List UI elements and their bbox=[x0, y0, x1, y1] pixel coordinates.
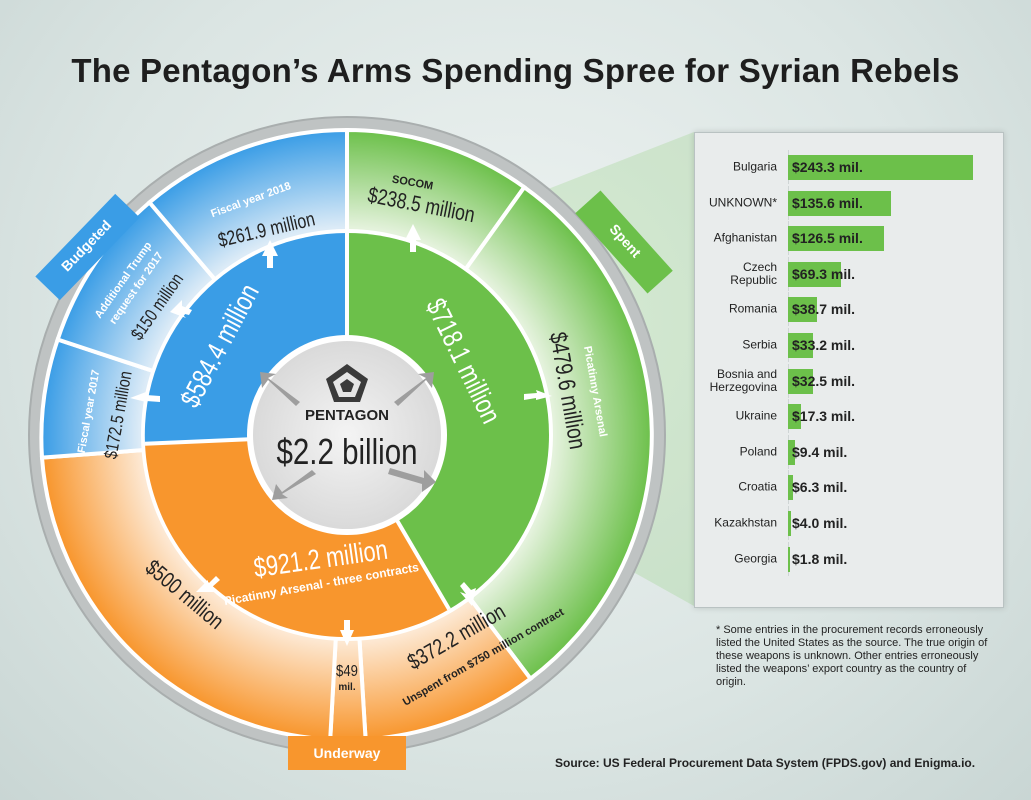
country-label-line: Croatia bbox=[738, 479, 777, 494]
country-value: $38.7 mil. bbox=[792, 301, 856, 318]
country-value: $126.5 mil. bbox=[792, 230, 863, 247]
country-row: Bosnia and Herzegovina $32.5 mil. bbox=[695, 363, 1003, 398]
country-bar bbox=[788, 511, 792, 536]
country-label-line: Ukraine bbox=[735, 408, 777, 423]
country-row: Serbia $33.2 mil. bbox=[695, 328, 1003, 362]
country-bar bbox=[788, 297, 818, 323]
country-label-line: Republic bbox=[730, 272, 777, 287]
country-bar bbox=[788, 368, 813, 394]
country-row: Czech Republic $69.3 mil. bbox=[695, 256, 1003, 291]
country-label: Serbia bbox=[695, 337, 777, 352]
pentagon-icon bbox=[326, 364, 368, 402]
u49-value: $49 bbox=[336, 663, 358, 680]
country-value: $135.6 mil. bbox=[792, 194, 863, 211]
underway-tag-label: Underway bbox=[313, 745, 381, 761]
country-label-line: UNKNOWN* bbox=[709, 195, 777, 210]
country-label-line: Romania bbox=[728, 301, 777, 316]
country-value: $33.2 mil. bbox=[792, 337, 856, 353]
country-label-line: Kazakhstan bbox=[714, 515, 777, 530]
country-bar bbox=[788, 226, 885, 252]
country-label: Croatia bbox=[695, 479, 777, 494]
country-row: UNKNOWN* $135.6 mil. bbox=[695, 185, 1003, 220]
country-bar bbox=[788, 333, 814, 358]
country-bar bbox=[788, 155, 973, 180]
country-label: Poland bbox=[695, 445, 777, 458]
center-total: $2.2 billion bbox=[276, 431, 417, 471]
country-value: $32.5 mil. bbox=[792, 372, 856, 389]
footnote: * Some entries in the procurement record… bbox=[716, 624, 988, 688]
country-row: Bulgaria $243.3 mil. bbox=[695, 150, 1003, 184]
country-row: Romania $38.7 mil. bbox=[695, 292, 1003, 327]
country-label-line: Herzegovina bbox=[709, 379, 777, 394]
country-label: Ukraine bbox=[695, 408, 777, 423]
country-value: $4.0 mil. bbox=[792, 515, 848, 531]
country-row: Ukraine $17.3 mil. bbox=[695, 399, 1003, 434]
country-bar bbox=[788, 439, 796, 465]
country-value: $1.8 mil. bbox=[792, 550, 848, 567]
country-label-line: Bulgaria bbox=[732, 159, 777, 174]
country-label-line: Bosnia and bbox=[716, 366, 777, 381]
country-label-line: Afghanistan bbox=[713, 230, 777, 245]
country-value: $243.3 mil. bbox=[792, 159, 863, 175]
country-label: Czech Republic bbox=[695, 259, 777, 287]
country-value: $9.4 mil. bbox=[792, 443, 848, 460]
country-label-line: Czech bbox=[742, 259, 777, 274]
country-bar bbox=[788, 546, 790, 572]
country-label: Georgia bbox=[695, 552, 777, 565]
country-row: Poland $9.4 mil. bbox=[695, 434, 1003, 469]
country-value: $6.3 mil. bbox=[792, 479, 848, 496]
u49-unit: mil. bbox=[338, 682, 355, 693]
segment-arrows bbox=[130, 224, 552, 646]
country-panel: Bulgaria $243.3 mil. UNKNOWN* $135.6 mil. Af… bbox=[694, 132, 1004, 608]
center-arrows bbox=[260, 372, 436, 500]
center-label: PENTAGON bbox=[305, 407, 389, 424]
country-label: Romania bbox=[695, 301, 777, 316]
underway-tag: Underway bbox=[288, 736, 406, 770]
country-bar bbox=[788, 404, 802, 430]
country-value: $69.3 mil. bbox=[792, 265, 856, 282]
country-label: UNKNOWN* bbox=[695, 196, 777, 209]
country-label: Bulgaria bbox=[695, 159, 777, 174]
country-bar bbox=[788, 261, 841, 287]
pentagon-donut-chart: PENTAGON $2.2 billion $584.4 million $71… bbox=[28, 116, 694, 754]
country-label: Bosnia and Herzegovina bbox=[695, 366, 777, 394]
country-label-line: Serbia bbox=[742, 337, 777, 352]
country-row: Croatia $6.3 mil. bbox=[695, 470, 1003, 505]
country-label-line: Poland bbox=[739, 444, 777, 459]
source-line: Source: US Federal Procurement Data Syst… bbox=[555, 756, 976, 770]
country-row: Kazakhstan $4.0 mil. bbox=[695, 506, 1003, 540]
country-bar bbox=[788, 475, 793, 501]
page-title: The Pentagon’s Arms Spending Spree for S… bbox=[71, 52, 960, 89]
country-row: Georgia $1.8 mil. bbox=[695, 541, 1003, 576]
country-value: $17.3 mil. bbox=[792, 408, 856, 425]
country-label: Afghanistan bbox=[695, 230, 777, 245]
country-row: Afghanistan $126.5 mil. bbox=[695, 221, 1003, 256]
country-bar-chart: Bulgaria $243.3 mil. UNKNOWN* $135.6 mil. Af… bbox=[695, 133, 1003, 607]
country-label: Kazakhstan bbox=[695, 515, 777, 530]
country-label-line: Georgia bbox=[734, 551, 777, 566]
country-bar bbox=[788, 190, 892, 216]
